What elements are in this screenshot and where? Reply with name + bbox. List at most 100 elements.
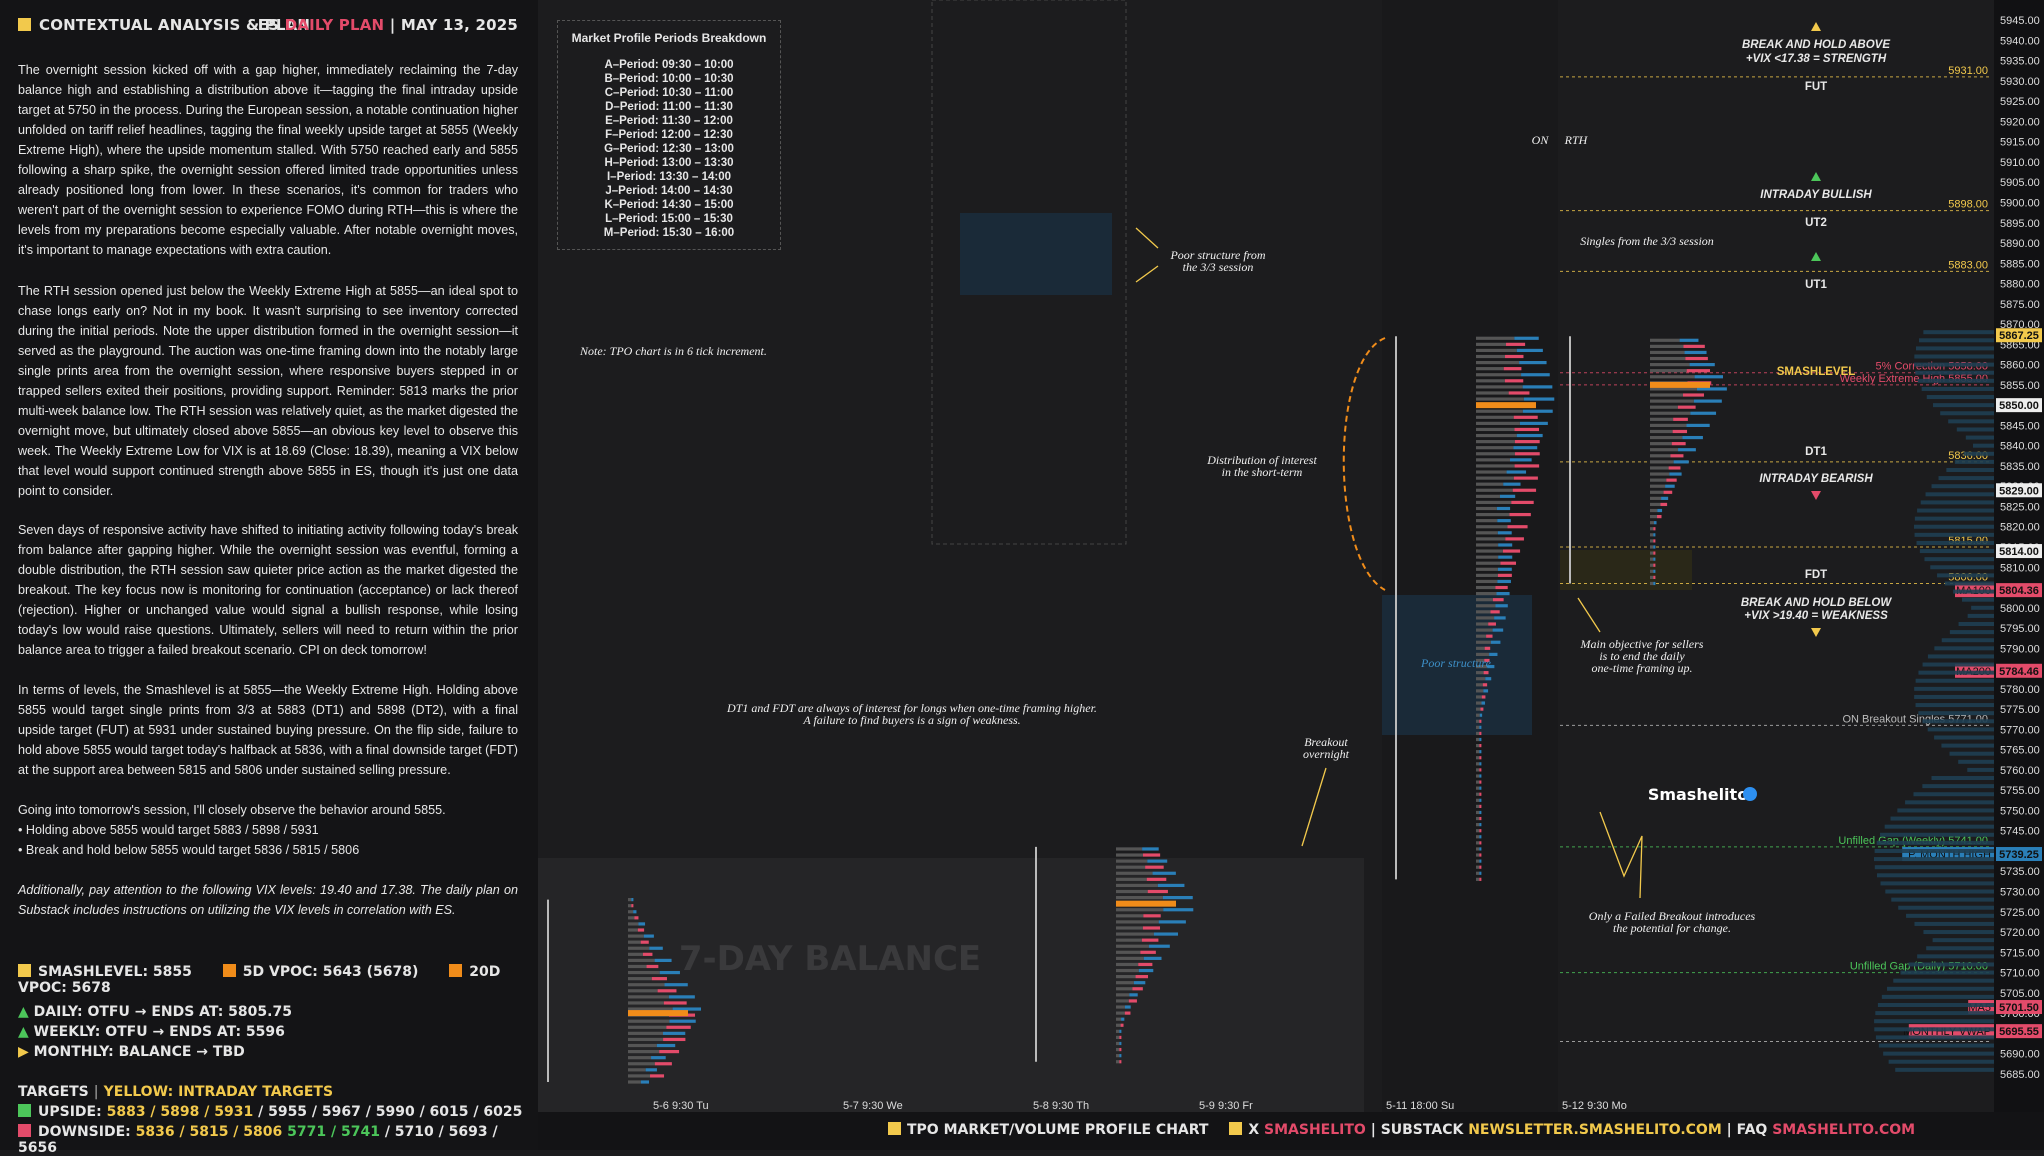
volume-bar	[651, 1056, 666, 1060]
tpo-bar	[1476, 756, 1480, 760]
site-link[interactable]: SMASHELITO.COM	[1772, 1122, 1916, 1138]
volume-bar	[1671, 442, 1686, 446]
down-arrow-icon	[1811, 628, 1821, 637]
volume-profile-bar	[1944, 581, 1994, 586]
tpo-bar	[1116, 1011, 1125, 1015]
volume-profile-bar	[1958, 622, 1994, 627]
legend-vpoc20: 20D VPOC: 5678	[18, 964, 501, 996]
volume-profile-bar	[1932, 938, 1994, 943]
tpo-bar	[1650, 581, 1654, 586]
volume-bar	[1490, 610, 1500, 614]
y-tick-label: 5715.00	[2000, 947, 2040, 959]
volume-bar	[631, 898, 634, 902]
header-sep: |	[389, 16, 396, 34]
arrow-icon	[1577, 597, 1601, 633]
tpo-bar	[1476, 652, 1490, 657]
tpo-bar	[1476, 823, 1480, 827]
tpo-bar	[628, 958, 655, 963]
volume-bar	[1138, 962, 1153, 967]
volume-bar	[1514, 440, 1540, 444]
tpo-bar	[1116, 1005, 1125, 1009]
tpo-bar	[1476, 561, 1501, 565]
tpo-bar	[1650, 363, 1690, 367]
price-badge-label: 5850.00	[1999, 400, 2039, 412]
volume-bar	[1162, 895, 1193, 900]
y-tick-label: 5685.00	[2000, 1069, 2040, 1081]
volume-bar	[654, 958, 672, 963]
volume-bar	[1666, 478, 1677, 482]
period-row: H–Period: 13:00 – 13:30	[604, 157, 734, 169]
tpo-bar	[1476, 816, 1480, 821]
upside-yellow: 5883 / 5898 / 5931	[106, 1104, 254, 1120]
volume-profile-bar	[1887, 986, 1994, 991]
tpo-bar	[1116, 987, 1133, 991]
tpo-bar	[1116, 895, 1163, 900]
volume-bar	[1479, 731, 1482, 736]
legend-weekly: ▲ WEEKLY: OTFU → ENDS AT: 5596	[18, 1024, 285, 1040]
tpo-bar	[1116, 938, 1142, 942]
tpo-bar	[1650, 417, 1674, 421]
volume-bar	[1132, 987, 1143, 991]
tpo-bar	[1650, 460, 1674, 464]
dt1-note: DT1 and FDT are always of interest for l…	[726, 701, 1097, 715]
volume-bar	[1689, 363, 1715, 367]
volume-profile-bar	[1918, 670, 1994, 675]
volume-profile-bar	[1916, 540, 1994, 545]
y-tick-label: 5890.00	[2000, 238, 2040, 250]
volume-bar	[1653, 569, 1656, 573]
tpo-bar	[1476, 774, 1480, 778]
tpo-bar	[1650, 442, 1672, 446]
volume-bar	[1479, 713, 1483, 717]
tpo-bar	[1476, 354, 1506, 359]
x-handle-link[interactable]: SMASHELITO	[1264, 1122, 1366, 1138]
volume-bar	[1653, 521, 1657, 525]
tpo-bar	[1476, 494, 1500, 498]
volume-bar	[1163, 908, 1194, 912]
tpo-bar	[1650, 539, 1654, 543]
volume-bar	[1513, 415, 1538, 419]
volume-bar	[651, 977, 667, 981]
newsletter-link[interactable]: NEWSLETTER.SMASHELITO.COM	[1468, 1122, 1722, 1138]
volume-bar	[1497, 573, 1512, 577]
tpo-bar	[628, 977, 652, 981]
volume-bar	[1141, 938, 1159, 942]
volume-bar	[1512, 488, 1537, 492]
volume-bar	[1479, 737, 1482, 742]
volume-bar	[1487, 664, 1495, 669]
volume-profile-bar	[1914, 516, 1994, 521]
tpo-bar	[1650, 496, 1662, 500]
balance-watermark: 7-DAY BALANCE	[679, 939, 981, 979]
volume-profile-bar	[1927, 654, 1994, 659]
volume-profile-bar	[1914, 354, 1994, 359]
tpo-bar	[1476, 379, 1505, 383]
volume-profile-bar	[1924, 557, 1994, 562]
downside-label: DOWNSIDE:	[38, 1124, 131, 1140]
volume-bar	[654, 1062, 672, 1066]
volume-bar	[668, 995, 695, 999]
volume-profile-bar	[1956, 427, 1994, 432]
y-tick-label: 5925.00	[2000, 96, 2040, 108]
volume-profile-bar	[1919, 338, 1994, 343]
volume-bar	[1479, 816, 1482, 821]
volume-bar	[1479, 750, 1482, 754]
tpo-bar	[1116, 962, 1139, 967]
tpo-bar	[1476, 604, 1496, 608]
upside-square-icon	[18, 1104, 31, 1117]
tpo-bar	[1476, 519, 1498, 523]
price-badge	[1996, 398, 2042, 413]
bottom-bar: TPO MARKET/VOLUME PROFILE CHART X SMASHE…	[538, 1112, 2044, 1150]
tpo-bar	[1476, 409, 1523, 413]
downside-yellow: 5836 / 5815 / 5806	[135, 1124, 283, 1140]
volume-profile-bar	[1875, 1011, 1994, 1016]
volume-profile-bar	[1941, 743, 1994, 748]
volume-profile-bar	[1926, 946, 1994, 951]
volume-bar	[643, 934, 654, 938]
tpo-bar	[1116, 950, 1141, 954]
volume-bar	[640, 940, 649, 944]
volume-bar	[1479, 877, 1482, 881]
main-objective-note: is to end the daily	[1599, 649, 1685, 663]
volume-profile-bar	[1875, 1035, 1994, 1040]
tpo-bar	[1650, 490, 1664, 494]
volume-bar	[1479, 810, 1482, 815]
volume-bar	[1694, 375, 1723, 379]
